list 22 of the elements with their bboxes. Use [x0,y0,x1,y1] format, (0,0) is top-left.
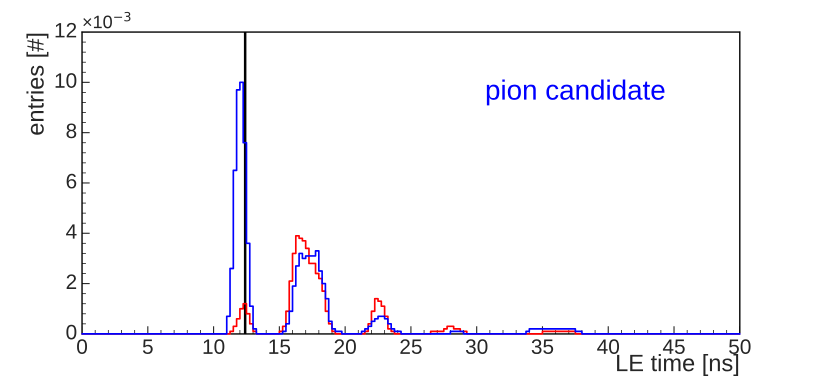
y-tick-label: 10 [56,73,76,88]
x-tick-label: 15 [269,340,290,354]
x-tick-label: 30 [466,339,488,354]
y-axis-title: entries [#] [26,34,48,135]
x-tick-label: 35 [532,339,554,354]
x-tick-label: 5 [142,340,153,354]
x-tick-label: 45 [662,340,685,354]
x-tick-label: 25 [400,339,422,354]
x-tick-label: 10 [204,339,224,354]
x-tick-label: 40 [597,339,620,354]
x-tick-label: 50 [729,339,751,354]
x-axis-title: LE time [ns] [617,354,738,376]
x-tick-label: 0 [77,339,88,354]
y-tick-label: 0 [66,324,76,340]
y-tick-label: 12 [56,22,76,38]
text: ×10$^{−3}$ [83,12,130,28]
y-tick-label: 4 [66,224,77,239]
y-tick-label: 8 [66,123,76,138]
x-tick-label: 20 [334,339,356,354]
annotation: pion candidate [486,79,664,106]
y-tick-label: 2 [66,274,76,289]
y-tick-label: 6 [66,174,76,189]
